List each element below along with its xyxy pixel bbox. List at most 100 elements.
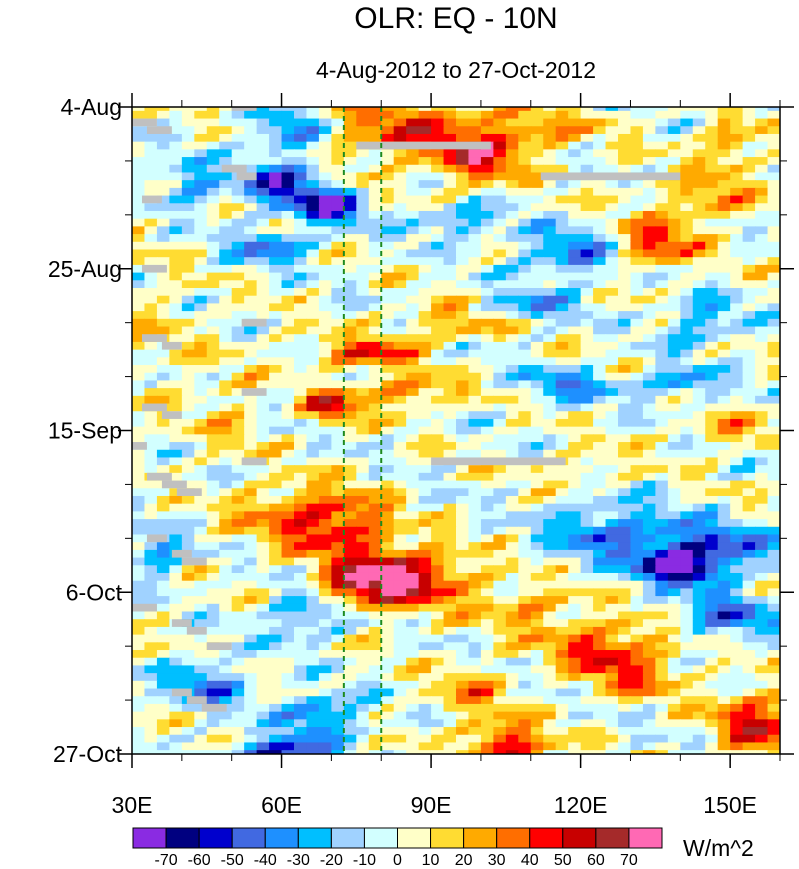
heatmap-cell xyxy=(169,526,183,536)
heatmap-cell xyxy=(767,149,780,158)
heatmap-cell xyxy=(580,372,594,382)
heatmap-cell xyxy=(256,673,270,682)
heatmap-cell xyxy=(393,334,407,343)
heatmap-cell xyxy=(717,750,731,754)
heatmap-cell xyxy=(618,665,632,674)
missing-data-segment xyxy=(186,696,207,704)
heatmap-cell xyxy=(742,503,756,512)
heatmap-cell xyxy=(480,434,494,443)
heatmap-cell xyxy=(368,588,382,597)
heatmap-cell xyxy=(132,172,146,181)
heatmap-cell xyxy=(730,750,744,754)
heatmap-cell xyxy=(318,742,332,751)
heatmap-cell xyxy=(468,626,482,636)
heatmap-cell xyxy=(281,734,295,744)
heatmap-cell xyxy=(468,334,482,343)
heatmap-cell xyxy=(194,234,208,243)
heatmap-cell xyxy=(568,241,582,251)
heatmap-cell xyxy=(642,326,656,335)
heatmap-cell xyxy=(605,580,619,589)
heatmap-cell xyxy=(144,642,158,651)
heatmap-cell xyxy=(505,403,519,412)
heatmap-cell xyxy=(580,688,594,697)
heatmap-cell xyxy=(306,557,320,566)
heatmap-cell xyxy=(406,642,420,651)
heatmap-cell xyxy=(244,526,258,536)
heatmap-cell xyxy=(331,626,345,636)
heatmap-cell xyxy=(381,226,395,235)
heatmap-cell xyxy=(618,241,632,251)
heatmap-cell xyxy=(244,303,258,312)
heatmap-cell xyxy=(393,203,407,212)
heatmap-cell xyxy=(692,295,706,305)
heatmap-cell xyxy=(530,572,544,582)
heatmap-cell xyxy=(480,218,494,227)
heatmap-cell xyxy=(555,118,569,127)
heatmap-cell xyxy=(630,619,644,628)
heatmap-cell xyxy=(443,303,457,312)
heatmap-cell xyxy=(368,642,382,651)
heatmap-cell xyxy=(431,634,445,643)
heatmap-cell xyxy=(381,241,395,251)
heatmap-cell xyxy=(194,203,208,212)
heatmap-cell xyxy=(456,557,470,566)
colorbar-tick-label: 40 xyxy=(521,852,539,869)
heatmap-cell xyxy=(493,157,507,166)
heatmap-cell xyxy=(742,141,756,150)
heatmap-cell xyxy=(144,172,158,181)
heatmap-cell xyxy=(742,334,756,343)
heatmap-cell xyxy=(593,418,607,428)
heatmap-cell xyxy=(667,203,681,212)
heatmap-cell xyxy=(169,234,183,243)
heatmap-cell xyxy=(468,750,482,754)
heatmap-cell xyxy=(480,180,494,189)
heatmap-cell xyxy=(132,141,146,150)
heatmap-cell xyxy=(568,626,582,636)
heatmap-cell xyxy=(169,727,183,736)
heatmap-cell xyxy=(181,380,195,389)
heatmap-cell xyxy=(206,711,220,720)
heatmap-cell xyxy=(518,572,532,582)
heatmap-cell xyxy=(692,488,706,497)
heatmap-cell xyxy=(680,611,694,620)
heatmap-cell xyxy=(742,210,756,220)
heatmap-cell xyxy=(692,657,706,667)
heatmap-cell xyxy=(331,234,345,243)
heatmap-cell xyxy=(480,341,494,351)
heatmap-cell xyxy=(406,442,420,451)
heatmap-cell xyxy=(431,203,445,212)
heatmap-cell xyxy=(680,465,694,474)
heatmap-cell xyxy=(219,141,233,150)
heatmap-cell xyxy=(132,157,146,166)
heatmap-cell xyxy=(331,449,345,459)
heatmap-cell xyxy=(568,180,582,189)
heatmap-cell xyxy=(381,503,395,512)
heatmap-cell xyxy=(505,418,519,428)
heatmap-cell xyxy=(356,657,370,667)
heatmap-cell xyxy=(543,341,557,351)
heatmap-cell xyxy=(518,634,532,643)
heatmap-cell xyxy=(356,619,370,628)
heatmap-cell xyxy=(256,149,270,158)
heatmap-cell xyxy=(231,696,245,705)
heatmap-cell xyxy=(181,711,195,720)
heatmap-cell xyxy=(318,418,332,428)
heatmap-cell xyxy=(169,349,183,358)
heatmap-cell xyxy=(431,542,445,551)
heatmap-cell xyxy=(343,442,357,451)
heatmap-cell xyxy=(618,572,632,582)
heatmap-cell xyxy=(418,210,432,220)
heatmap-cell xyxy=(393,164,407,174)
heatmap-cell xyxy=(443,742,457,751)
heatmap-cell xyxy=(667,750,681,754)
heatmap-cell xyxy=(692,665,706,674)
heatmap-cell xyxy=(543,472,557,482)
heatmap-cell xyxy=(144,218,158,227)
heatmap-cell xyxy=(231,157,245,166)
heatmap-cell xyxy=(294,180,308,189)
heatmap-cell xyxy=(630,288,644,297)
heatmap-cell xyxy=(244,434,258,443)
heatmap-cell xyxy=(705,187,719,197)
heatmap-cell xyxy=(767,303,780,312)
heatmap-cell xyxy=(468,580,482,589)
